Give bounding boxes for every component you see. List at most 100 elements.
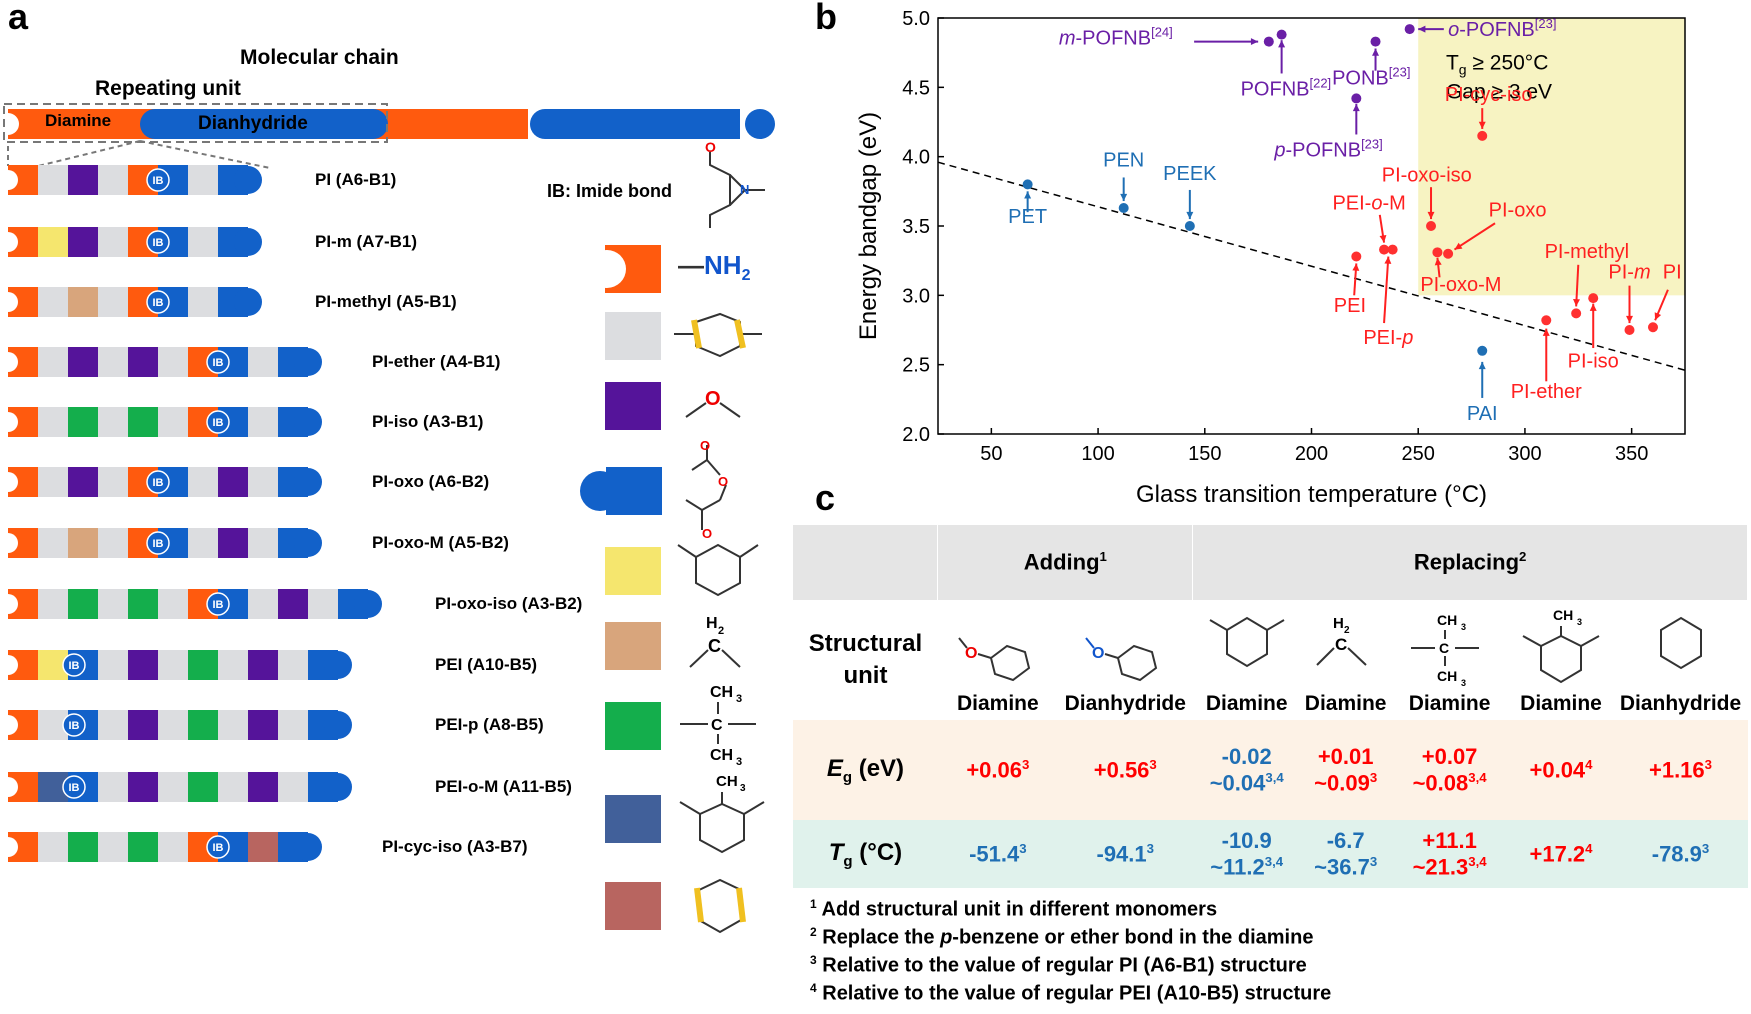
amine-group: —NH2 [678, 250, 751, 285]
y-tick-label: 2.0 [902, 424, 930, 446]
cyclohexane-legend-square [605, 882, 661, 930]
x-tick-label: 350 [1615, 443, 1648, 465]
ring-ch3-subscript: 3 [740, 783, 746, 794]
tg-row-label: Tg (°C) [793, 820, 938, 888]
imide-bond-tag: IB [153, 477, 164, 489]
polymer-label-1: PI (A6-B1) [315, 170, 397, 189]
chain-8: IB [0, 589, 382, 619]
label-m-pofnb: m-POFNB[24] [1059, 24, 1173, 49]
polymer-label-6: PI-oxo (A6-B2) [372, 472, 490, 491]
ch3-bottom-text: CH [710, 747, 733, 764]
label-pen: PEN [1103, 149, 1144, 171]
eg-value-2: +0.563 [1057, 720, 1193, 820]
label-pi-oxo-iso: PI-oxo-iso [1382, 165, 1472, 187]
structural-unit-label: Structural unit [793, 600, 938, 720]
x-tick-label: 250 [1402, 443, 1435, 465]
y-tick-label: 4.0 [902, 147, 930, 169]
chain-1: IB [0, 165, 262, 195]
isopropylidene-icon: CH 3 C CH 3 [1410, 612, 1479, 688]
chain-9: IB [0, 650, 352, 680]
svg-text:H: H [1333, 615, 1344, 632]
label-p-pofnb: p-POFNB[23] [1273, 137, 1382, 162]
label-o-pofnb: o-POFNB[23] [1448, 16, 1556, 41]
label-pei-p: PEI-p [1363, 327, 1413, 349]
ch3-top-text: CH [710, 684, 733, 701]
bandgap-scatter-chart: 50 100 150 200 250 300 350 2.0 2.5 3.0 3.5 4.0 4.5 5.… [855, 8, 1686, 508]
point-pi-ether [1541, 315, 1552, 326]
ch3-bottom-subscript: 3 [736, 756, 742, 768]
header-corner [793, 525, 939, 600]
point-pen [1118, 202, 1129, 213]
point-pi-oxo [1443, 248, 1454, 259]
svg-text:2: 2 [1344, 625, 1350, 636]
label-pi-cyc-iso: PI-cyc-iso [1445, 84, 1533, 106]
svg-text:O: O [702, 526, 712, 540]
x-tick-label: 150 [1188, 443, 1221, 465]
ortho-methyl-benzene-icon: CH 3 [1522, 607, 1600, 684]
chain-6: IB [0, 467, 322, 497]
unit-col-4: H 2 C Diamine [1300, 600, 1391, 720]
y-tick-label: 5.0 [902, 8, 930, 30]
y-tick-label: 4.5 [902, 77, 930, 99]
polymer-label-7: PI-oxo-M (A5-B2) [372, 533, 509, 552]
methoxy-benzene-icon: O [958, 637, 1030, 682]
point-peek [1184, 221, 1195, 231]
eg-value-6: +0.044 [1508, 720, 1614, 820]
polymer-label-3: PI-methyl (A5-B1) [315, 292, 457, 311]
repeating-unit-label: Repeating unit [95, 77, 241, 100]
h2-text: H [706, 615, 718, 632]
y-tick-label: 3.5 [902, 216, 930, 238]
meta-benzene-icon [1209, 616, 1285, 668]
polymer-label-9: PEI (A10-B5) [435, 655, 538, 674]
cyclohexane-icon [1659, 616, 1702, 670]
footnote-1: 1 Add structural unit in different monom… [810, 897, 1218, 921]
structural-unit-row: Structural unit O Diamine O Dianhydride Dia… [793, 600, 1748, 720]
region-label-gap: Gap ≥ 3 eV [1446, 80, 1552, 103]
imide-bond-tag: IB [69, 720, 80, 732]
tg-value-4: -6.7 ~36.73 [1300, 820, 1391, 888]
para-benzene-structure [674, 312, 762, 358]
footnote-4: 4 Relative to the value of regular PEI (… [810, 981, 1332, 1005]
point-pi-iso [1588, 293, 1599, 304]
tg-value-5: +11.1 ~21.33,4 [1390, 820, 1509, 888]
tg-row: Tg (°C) -51.43 -94.13 -10.9 ~11.23,4 -6.7 ~36… [793, 820, 1748, 888]
methylene-icon: H 2C [1315, 615, 1367, 666]
imide-bond-label: IB: Imide bond [547, 181, 672, 201]
chain-4: IB [0, 347, 322, 377]
label-pet: PET [1008, 206, 1047, 228]
bandgap-row: Eg (eV) +0.063 +0.563 -0.02 ~0.043,4 +0.01 ~0… [793, 720, 1748, 820]
label-pei-o-m: PEI-o-M [1332, 192, 1405, 214]
svg-text:O: O [700, 440, 710, 453]
svg-text:C: C [1439, 640, 1449, 656]
target-region [1418, 18, 1685, 296]
unit-col-7: Dianhydride [1613, 600, 1748, 720]
unit-col-5: CH 3 C CH 3 Diamine [1390, 600, 1509, 720]
chain-2: IB [0, 227, 262, 257]
svg-text:CH: CH [1437, 668, 1457, 684]
diamine-label: Diamine [45, 111, 112, 130]
chain-10: IB [0, 710, 352, 740]
imide-bond-structure: O N O [705, 140, 765, 230]
point-pei-o-m [1379, 244, 1390, 255]
polymer-label-5: PI-iso (A3-B1) [372, 412, 484, 431]
point-pi-methyl [1571, 308, 1582, 319]
ch3-top-subscript: 3 [736, 693, 742, 705]
nh2-subscript: 2 [741, 267, 751, 285]
unit-col-1: O Diamine [937, 600, 1058, 720]
svg-text:O: O [965, 645, 977, 662]
adding-header: Adding1 [937, 525, 1194, 600]
polymer-label-10: PEI-p (A8-B5) [435, 715, 544, 734]
structural-effect-table: Adding1 Replacing2 Structural unit O Diami… [793, 525, 1748, 888]
svg-text:O: O [705, 140, 716, 155]
imide-bond-tag: IB [213, 357, 224, 369]
c-text: C [708, 636, 721, 656]
point-pi-oxo-m [1432, 247, 1443, 258]
svg-text:3: 3 [1461, 622, 1466, 632]
eg-value-7: +1.163 [1613, 720, 1748, 820]
molecular-chain-label: Molecular chain [240, 46, 399, 69]
diamine-end-legend [605, 245, 661, 293]
header-row: Adding1 Replacing2 [793, 525, 1748, 600]
point-pi-cyc-iso [1477, 130, 1488, 141]
chain-11: IB [0, 772, 352, 802]
chain-7: IB [0, 528, 322, 558]
